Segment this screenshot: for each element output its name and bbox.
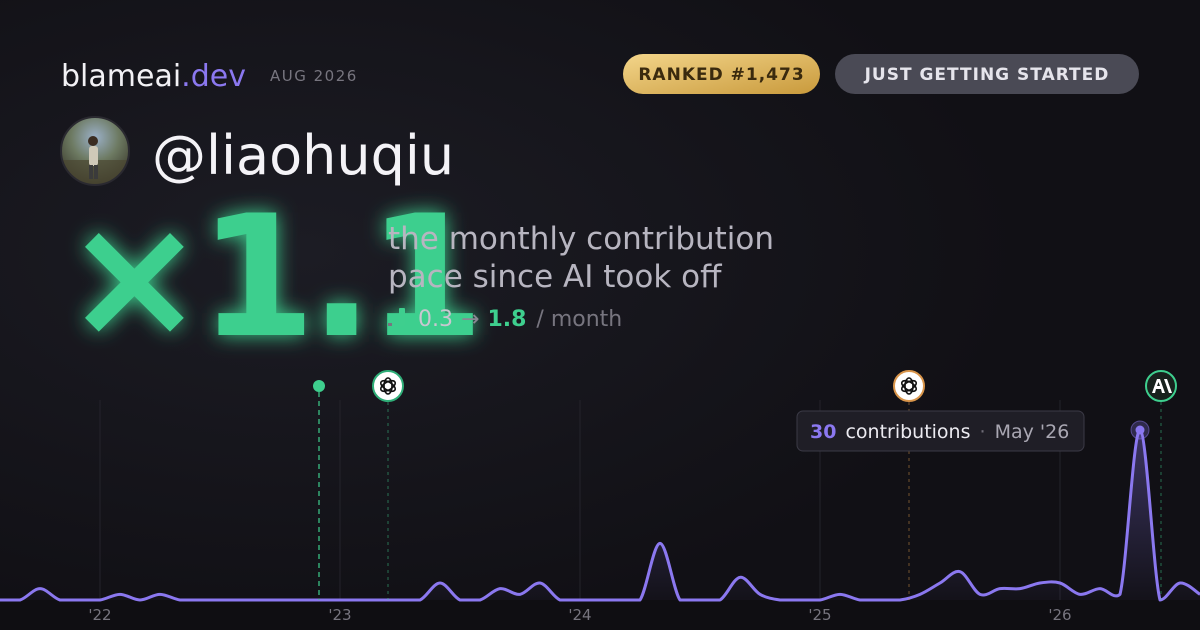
date: AUG 2026 xyxy=(270,67,358,85)
avatar xyxy=(60,116,130,186)
rank: RANKED #1,473 xyxy=(638,65,804,85)
peak-dot xyxy=(1135,425,1145,435)
icon-bar-tall xyxy=(399,308,405,326)
brand-tld: .dev xyxy=(181,59,246,94)
event-markers xyxy=(313,370,1177,600)
tooltip-text: 30 contributions · May '26 xyxy=(810,421,1069,443)
tooltip-separator: · xyxy=(980,421,986,443)
status-pill xyxy=(835,54,1139,94)
line xyxy=(0,428,1200,602)
tooltip-label: contributions xyxy=(845,421,970,443)
pace: 0.3 → 1.8 / month xyxy=(418,307,622,332)
x-tick-label: '26 xyxy=(1048,606,1071,624)
x-tick-label: '24 xyxy=(568,606,591,624)
tooltip-date: May '26 xyxy=(995,421,1070,443)
axis-strip xyxy=(0,600,1200,630)
icon-bar-small xyxy=(388,323,392,326)
brand-name: blameai xyxy=(61,59,181,94)
pace-unit: / month xyxy=(536,307,622,332)
pace-after: 1.8 xyxy=(487,307,526,332)
x-tick-label: '25 xyxy=(808,606,831,624)
description-line: the monthly contribution xyxy=(388,221,774,257)
tooltip: 30 contributions · May '26 xyxy=(796,410,1085,452)
description-line: pace since AI took off xyxy=(388,259,722,295)
status: JUST GETTING STARTED xyxy=(864,65,1110,85)
multiplier: ×1.1 xyxy=(64,179,478,375)
tooltip-value: 30 xyxy=(810,421,836,443)
rank-pill xyxy=(623,54,820,94)
handle: @liaohuqiu xyxy=(152,124,454,187)
pace-before: 0.3 xyxy=(418,307,453,332)
chart: '22 '23 '24 '25 '26 xyxy=(0,400,1200,624)
pace-arrow: → xyxy=(461,307,479,332)
brand: blameai.dev xyxy=(61,59,246,94)
x-tick-label: '22 xyxy=(88,606,111,624)
x-tick-label: '23 xyxy=(328,606,351,624)
tooltip-box xyxy=(796,410,1085,452)
